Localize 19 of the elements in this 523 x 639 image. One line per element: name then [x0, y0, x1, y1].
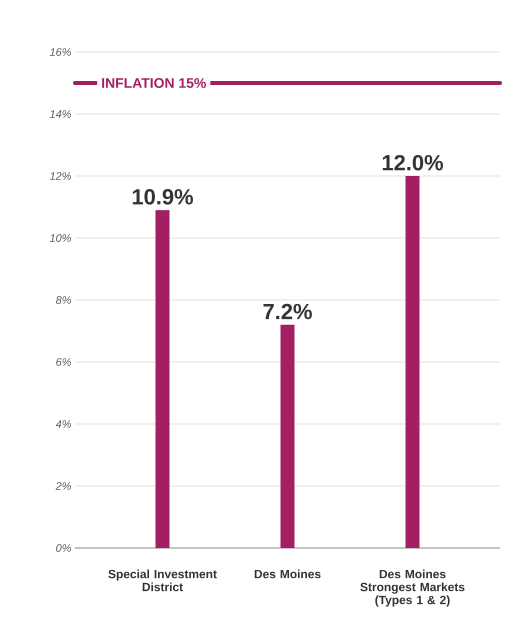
y-tick-label: 0%: [56, 544, 71, 552]
x-tick-label: Special Investment District: [108, 570, 217, 592]
y-tick-label: 4%: [56, 420, 71, 428]
bar: [280, 324, 294, 548]
x-tick-label: Des Moines Strongest Markets (Types 1 & 2): [360, 570, 464, 607]
y-tick-label: 2%: [56, 482, 71, 490]
data-label: 12.0%: [382, 154, 443, 170]
y-tick-label: 10%: [50, 234, 71, 242]
y-tick-label: 12%: [50, 172, 71, 180]
y-tick-label: 6%: [56, 358, 71, 366]
bar: [156, 210, 170, 548]
bar: [406, 176, 420, 548]
y-tick-label: 14%: [50, 110, 71, 118]
data-label: 10.9%: [132, 189, 193, 205]
y-tick-label: 16%: [50, 48, 71, 56]
x-tick-label: Des Moines: [254, 570, 321, 578]
y-tick-label: 8%: [56, 296, 71, 304]
ref-line-label: INFLATION 15%: [102, 78, 206, 88]
data-label: 7.2%: [263, 304, 312, 320]
